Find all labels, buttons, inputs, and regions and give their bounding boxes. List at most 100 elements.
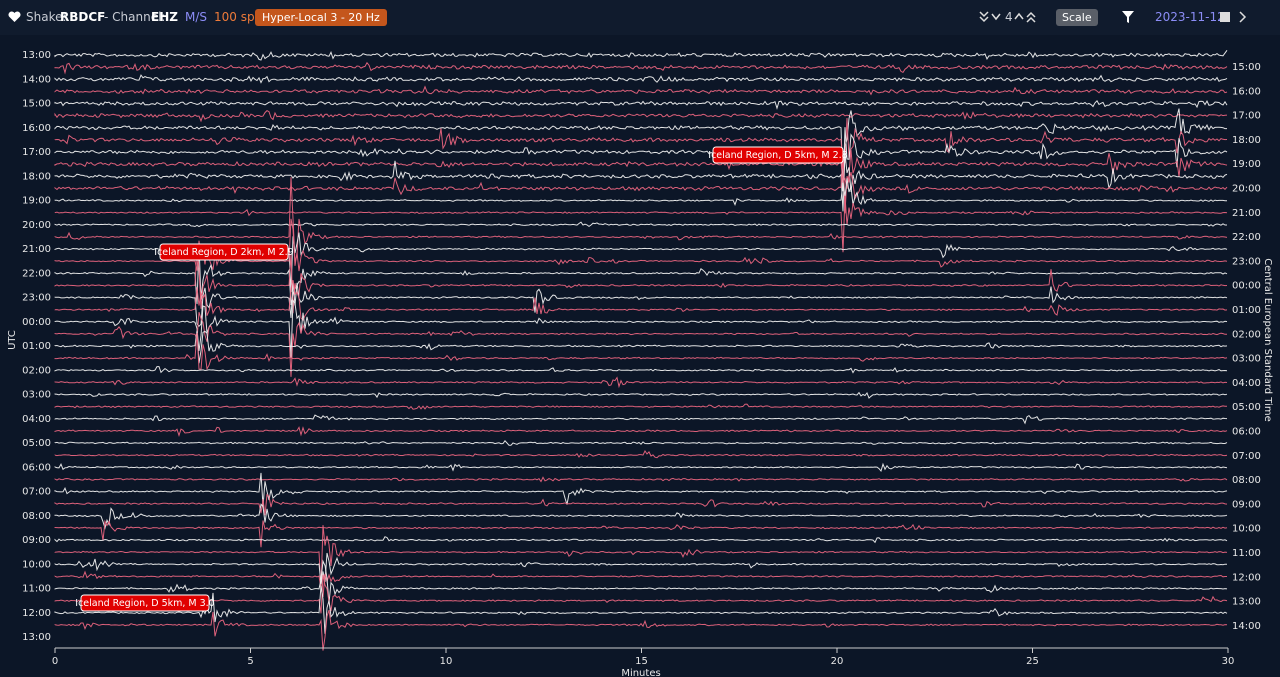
left-axis-title: UTC [7,330,18,350]
local-hour-label: 10:00 [1232,524,1261,535]
event-label-box [159,243,289,261]
seismic-trace [54,391,1228,399]
traces [54,50,1228,651]
local-hour-label: 13:00 [1232,597,1261,608]
seismic-trace [54,150,1228,189]
local-hour-label: 22:00 [1232,232,1261,243]
seismic-trace [54,476,1228,483]
seismic-trace [54,99,1228,110]
utc-hour-label: 13:00 [22,50,51,61]
seismic-trace [54,195,1228,253]
seismic-trace [54,280,1228,327]
local-hour-label: 00:00 [1232,281,1261,292]
seismic-trace [54,519,1228,548]
local-hour-label: 17:00 [1232,111,1261,122]
seismic-trace [54,248,1228,314]
utc-hour-label: 03:00 [22,390,51,401]
utc-hour-label: 07:00 [22,487,51,498]
local-hour-label: 18:00 [1232,135,1261,146]
scale-button[interactable]: Scale [1056,9,1098,26]
utc-hour-label: 13:00 [22,632,51,643]
local-hour-label: 20:00 [1232,184,1261,195]
seismic-trace [54,312,1228,377]
utc-hour-label: 08:00 [22,511,51,522]
x-axis-title: Minutes [621,668,660,677]
utc-hour-label: 23:00 [22,293,51,304]
seismic-trace [54,472,1228,507]
utc-hour-label: 04:00 [22,414,51,425]
utc-hour-label: 10:00 [22,559,51,570]
filter-button[interactable]: Hyper-Local 3 - 20 Hz [255,9,387,26]
x-tick-label: 10 [440,656,453,667]
seismic-trace [54,74,1228,84]
local-hour-label: 19:00 [1232,159,1261,170]
local-hour-label: 03:00 [1232,354,1261,365]
date-nav[interactable] [1218,10,1274,24]
event-label: Iceland Region, D 5km, M 3.0 [75,598,214,609]
local-hour-label: 15:00 [1232,62,1261,73]
seismic-trace [54,85,1228,96]
seismic-trace [54,493,1228,516]
utc-hour-label: 19:00 [22,196,51,207]
utc-hour-label: 02:00 [22,365,51,376]
utc-hour-label: 18:00 [22,171,51,182]
seismic-trace [54,50,1228,61]
seismic-trace [54,574,1228,614]
seismic-trace [54,221,1227,228]
header: Shake: RBDCF - Channel: EHZ M/S 100 sps … [0,0,1280,35]
local-hour-label: 21:00 [1232,208,1261,219]
seismic-trace [54,61,1228,75]
seismic-trace [54,440,1228,446]
local-hour-label: 16:00 [1232,86,1261,97]
seismic-trace [54,152,1228,212]
seismic-trace [54,449,1228,459]
channel: EHZ [151,10,178,24]
seismic-trace [54,232,1228,292]
sample-rate[interactable]: 100 sps [214,10,261,24]
seismic-trace [54,366,1228,374]
seismic-trace [54,414,1228,425]
x-tick-label: 5 [247,656,253,667]
seismic-trace [54,503,1228,530]
heart-icon[interactable] [8,11,21,23]
utc-hour-label: 01:00 [22,341,51,352]
x-tick-label: 0 [52,656,58,667]
filter-icon[interactable] [1121,10,1135,24]
utc-hour-label: 21:00 [22,244,51,255]
seismic-trace [54,243,1228,306]
seismic-trace [54,109,1228,123]
seismic-trace [54,151,1228,214]
local-hour-label: 09:00 [1232,499,1261,510]
seismic-trace [54,178,1228,206]
helicorder: 13:00 14:00 15:00 16:00 17:00 18:00 19:00 20:00… [7,50,1273,677]
seismic-trace [54,376,1228,389]
event-label: Iceland Region, D 2km, M 2.9 [154,247,293,258]
right-axis-title: Central European Standard Time [1262,258,1273,422]
local-hour-label: 14:00 [1232,621,1261,632]
scale-up-icon[interactable] [1013,10,1039,24]
local-hour-label: 06:00 [1232,427,1261,438]
event-label-box [80,594,210,612]
scale-down-icon[interactable] [978,10,1004,24]
seismic-trace [54,117,1228,169]
seismic-trace [54,403,1228,410]
utc-hour-label: 17:00 [22,147,51,158]
seismic-trace [54,536,1228,544]
seismic-trace [54,177,1228,262]
local-hour-label: 12:00 [1232,572,1261,583]
units[interactable]: M/S [185,10,208,24]
utc-hour-label: 15:00 [22,99,51,110]
local-hour-label: 08:00 [1232,475,1261,486]
seismic-trace [54,462,1228,473]
channel-prefix: - Channel: [104,10,166,24]
seismic-trace [54,330,1228,364]
local-hour-label: 07:00 [1232,451,1261,462]
station-prefix: Shake: [26,10,67,24]
local-hour-label: 02:00 [1232,329,1261,340]
utc-hour-label: 16:00 [22,123,51,134]
utc-hour-label: 22:00 [22,268,51,279]
date[interactable]: 2023-11-12 [1155,10,1225,24]
seismic-trace [54,525,1228,590]
local-hour-label: 05:00 [1232,402,1261,413]
